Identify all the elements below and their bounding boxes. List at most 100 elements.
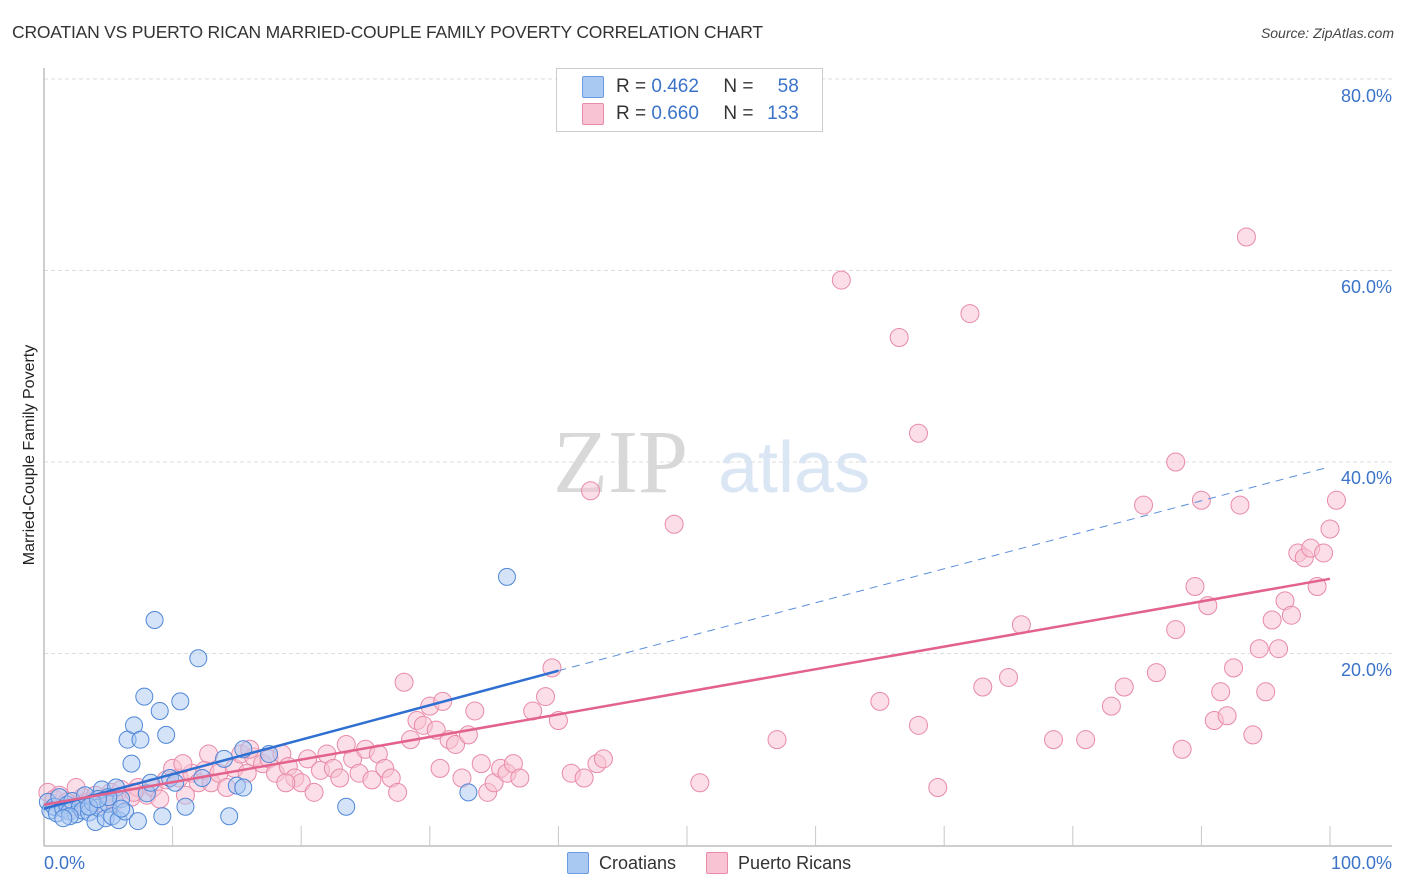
data-point xyxy=(1314,543,1334,563)
data-point xyxy=(157,725,176,744)
data-point xyxy=(1262,610,1282,630)
data-point xyxy=(1224,658,1244,678)
data-point xyxy=(1217,706,1237,726)
data-point xyxy=(171,692,190,711)
x-tick-100: 100.0% xyxy=(1330,853,1392,873)
y-tick-80: 80.0% xyxy=(1340,86,1392,106)
data-point xyxy=(973,677,993,697)
data-point xyxy=(145,610,164,629)
data-point xyxy=(1320,519,1340,539)
data-point xyxy=(581,481,601,501)
data-point xyxy=(690,773,710,793)
source-label: Source: ZipAtlas.com xyxy=(1260,25,1394,41)
y-tick-60: 60.0% xyxy=(1340,277,1392,297)
data-point xyxy=(362,770,382,790)
data-point xyxy=(999,667,1018,687)
legend-label: Croatians xyxy=(599,852,677,873)
data-point xyxy=(176,797,195,816)
y-tick-40: 40.0% xyxy=(1340,468,1392,488)
puerto-ricans-swatch-icon xyxy=(706,852,729,874)
data-point xyxy=(131,730,150,749)
data-point xyxy=(1243,725,1263,745)
series-legend: Croatians Puerto Ricans xyxy=(567,852,881,874)
data-point xyxy=(1326,490,1346,510)
data-point xyxy=(960,304,980,324)
n-label: N = xyxy=(723,103,754,124)
data-point xyxy=(510,768,530,788)
data-point xyxy=(446,734,466,754)
data-point xyxy=(199,744,219,764)
y-tick-20: 20.0% xyxy=(1340,660,1392,680)
data-point xyxy=(276,773,296,793)
data-point xyxy=(1166,620,1186,640)
data-point xyxy=(337,797,356,816)
legend-item-croatians[interactable]: Croatians xyxy=(567,852,676,874)
data-point xyxy=(1166,452,1186,472)
data-point xyxy=(1256,682,1276,702)
x-tick-0: 0.0% xyxy=(44,853,86,873)
data-point xyxy=(459,783,478,802)
data-point xyxy=(889,328,909,348)
watermark-zip: ZIP xyxy=(553,413,688,512)
data-point xyxy=(394,672,414,692)
trend-lines xyxy=(43,466,1331,810)
data-point xyxy=(664,514,684,534)
data-point xyxy=(150,701,169,720)
data-point xyxy=(1134,495,1154,515)
data-point xyxy=(1044,730,1064,750)
data-point xyxy=(122,754,141,773)
correlation-legend: R = 0.462 N = 58 R = 0.660 N = 133 xyxy=(556,68,823,132)
croatians-swatch-icon xyxy=(567,852,589,874)
data-point xyxy=(908,715,928,735)
data-point xyxy=(1269,639,1289,659)
n-value: 133 xyxy=(767,103,799,124)
data-point xyxy=(908,423,928,443)
data-point xyxy=(430,758,450,778)
data-point xyxy=(536,687,556,707)
data-point xyxy=(330,768,350,788)
data-point xyxy=(112,799,131,818)
data-point xyxy=(1146,663,1166,683)
r-label: R = xyxy=(616,76,647,97)
data-point xyxy=(928,778,948,798)
data-point xyxy=(767,730,787,750)
data-point xyxy=(220,807,239,826)
data-point xyxy=(1281,605,1301,625)
data-point xyxy=(1172,739,1192,759)
data-point xyxy=(497,567,516,586)
r-label: R = xyxy=(616,103,647,124)
legend-row-croatians: R = 0.462 N = 58 xyxy=(582,75,799,99)
legend-row-puerto-ricans: R = 0.660 N = 133 xyxy=(582,102,799,126)
data-point xyxy=(1185,576,1205,596)
data-point xyxy=(1249,639,1269,659)
data-point xyxy=(471,754,491,774)
series-puerto-ricans xyxy=(38,227,1346,817)
data-point xyxy=(831,270,851,290)
data-point xyxy=(135,687,154,706)
data-point xyxy=(128,812,147,831)
data-point xyxy=(1230,495,1250,515)
data-point xyxy=(1236,227,1256,247)
data-point xyxy=(593,749,613,769)
data-point xyxy=(1211,682,1231,702)
n-value: 58 xyxy=(777,76,799,97)
legend-label: Puerto Ricans xyxy=(738,852,852,873)
n-label: N = xyxy=(723,76,754,97)
r-value: 0.462 xyxy=(651,76,699,97)
data-point xyxy=(234,778,253,797)
legend-item-puerto-ricans[interactable]: Puerto Ricans xyxy=(706,852,851,874)
data-point xyxy=(870,691,890,711)
data-point xyxy=(1076,730,1096,750)
data-point xyxy=(1101,696,1121,716)
r-value: 0.660 xyxy=(651,103,699,124)
puerto-ricans-swatch-icon xyxy=(582,103,604,125)
data-point xyxy=(189,649,208,668)
data-point xyxy=(304,782,324,802)
gridlines xyxy=(44,78,1392,654)
data-point xyxy=(465,701,485,721)
chart-title: CROATIAN VS PUERTO RICAN MARRIED-COUPLE … xyxy=(12,22,763,42)
data-point xyxy=(153,807,172,826)
data-point xyxy=(574,768,594,788)
watermark-atlas: atlas xyxy=(718,428,870,508)
